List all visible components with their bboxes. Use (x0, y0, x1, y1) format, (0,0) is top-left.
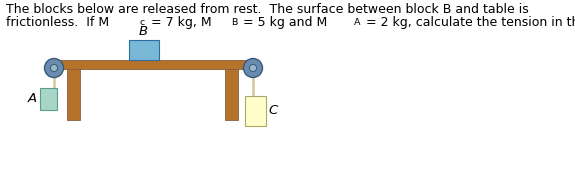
Text: = 2 kg, calculate the tension in the right rope.: = 2 kg, calculate the tension in the rig… (362, 16, 575, 29)
Bar (128, 40, 159, 60)
Bar (40, 88, 56, 110)
Circle shape (44, 59, 63, 77)
Text: C: C (269, 104, 278, 117)
Bar (52, 60, 255, 69)
Text: The blocks below are released from rest.  The surface between block B and table : The blocks below are released from rest.… (6, 3, 529, 16)
Text: A: A (28, 93, 36, 106)
Text: frictionless.  If M: frictionless. If M (6, 16, 109, 29)
Text: = 7 kg, M: = 7 kg, M (147, 16, 212, 29)
Circle shape (243, 59, 263, 77)
Bar (67, 69, 80, 120)
Circle shape (51, 64, 58, 72)
Circle shape (250, 64, 256, 72)
Bar (225, 69, 238, 120)
Text: B: B (139, 25, 148, 38)
Bar (244, 96, 266, 126)
Text: c: c (140, 18, 145, 27)
Text: A: A (354, 18, 360, 27)
Text: = 5 kg and M: = 5 kg and M (239, 16, 327, 29)
Text: B: B (231, 18, 237, 27)
